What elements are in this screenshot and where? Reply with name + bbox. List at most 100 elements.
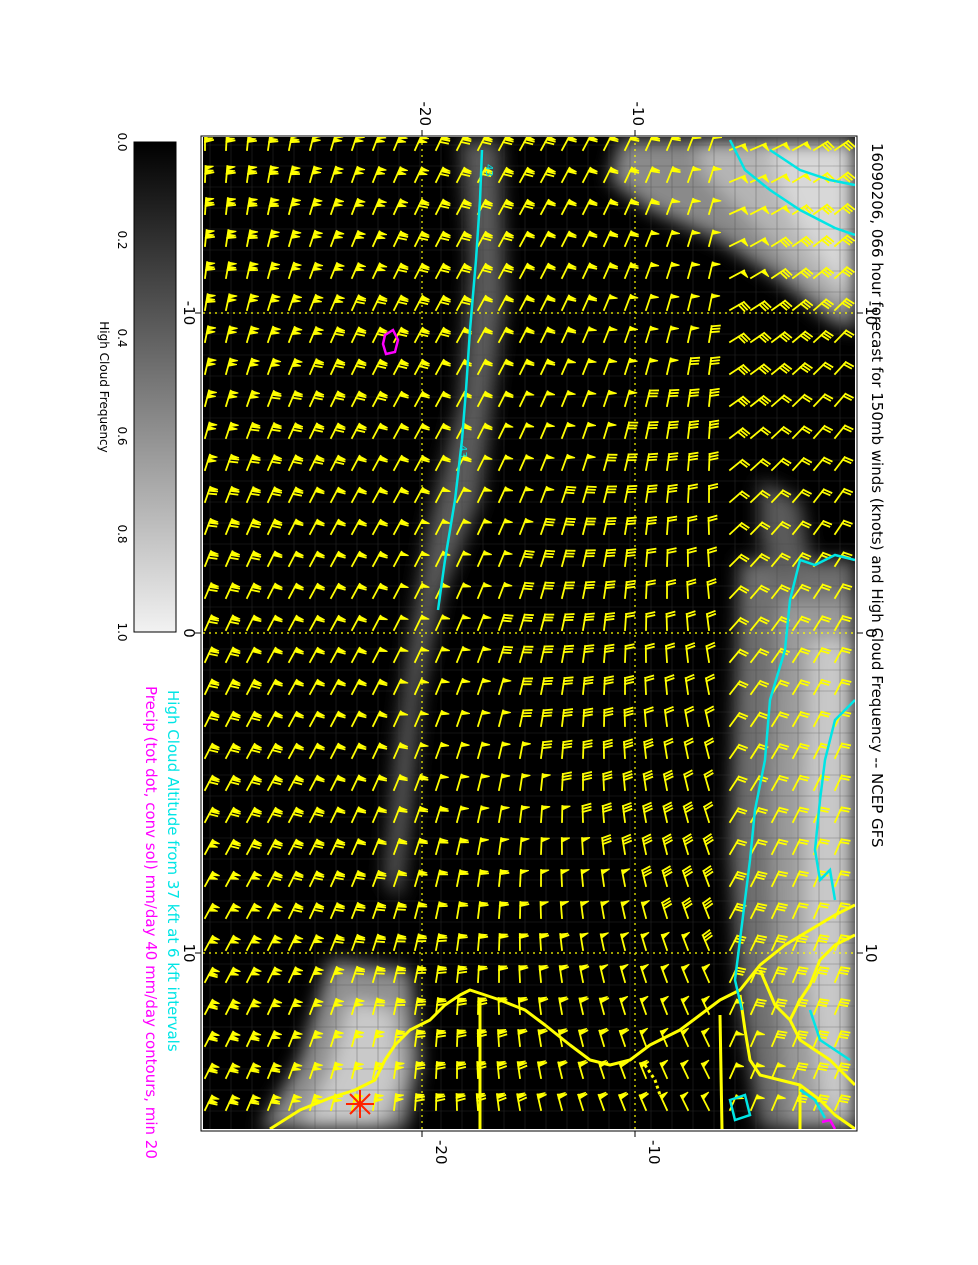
wind-barb xyxy=(203,774,220,792)
wind-barb xyxy=(371,614,388,632)
wind-barb xyxy=(266,614,283,632)
wind-barb xyxy=(812,361,834,376)
wind-barb xyxy=(644,674,655,695)
wind-barb xyxy=(812,615,832,632)
wind-barb xyxy=(620,900,630,920)
wind-barb xyxy=(581,357,597,376)
wind-barb xyxy=(308,326,324,344)
wind-barb xyxy=(308,1029,324,1048)
wind-barb xyxy=(266,261,281,280)
wind-barb xyxy=(663,705,675,728)
wind-barb xyxy=(350,486,367,504)
wind-barb xyxy=(476,582,492,600)
wind-barb xyxy=(833,806,851,824)
wind-barb xyxy=(681,897,693,920)
wind-barb xyxy=(266,389,282,408)
wind-barb xyxy=(833,455,854,472)
wind-barb xyxy=(749,489,771,504)
wind-barb xyxy=(329,870,346,888)
wind-barb xyxy=(371,582,388,600)
wind-barb xyxy=(728,870,747,888)
wind-barb xyxy=(329,902,345,920)
wind-barb xyxy=(833,678,852,696)
wind-barb xyxy=(665,578,677,599)
wind-barb xyxy=(707,261,721,280)
wind-barb xyxy=(308,422,325,440)
wind-barb xyxy=(791,615,811,632)
wind-barb xyxy=(602,453,618,472)
wind-barb xyxy=(728,743,749,760)
wind-barb xyxy=(204,165,215,183)
wind-barb xyxy=(602,137,619,152)
wind-barb xyxy=(582,675,594,695)
wind-barb xyxy=(623,421,639,440)
wind-barb xyxy=(350,806,367,824)
wind-barb xyxy=(644,293,659,312)
wind-barb xyxy=(413,486,430,504)
wind-barb xyxy=(749,998,767,1016)
wind-barb xyxy=(665,137,681,152)
wind-barb xyxy=(728,585,750,600)
wind-barb xyxy=(413,166,430,184)
wind-barb xyxy=(350,614,367,632)
wind-barb xyxy=(728,206,749,216)
wind-barb xyxy=(645,547,657,567)
wind-barb xyxy=(581,802,592,823)
wind-barb xyxy=(476,773,490,792)
wind-barb xyxy=(371,933,386,952)
wind-barb xyxy=(680,963,690,984)
wind-barb xyxy=(560,358,576,376)
wind-barb xyxy=(662,801,674,824)
wind-barb xyxy=(644,229,660,248)
wind-barb xyxy=(702,801,714,824)
wind-barb xyxy=(602,485,618,504)
wind-barb xyxy=(392,1093,405,1112)
wind-barb xyxy=(371,806,387,824)
wind-barb xyxy=(224,518,240,536)
wind-barb xyxy=(598,995,610,1016)
wind-barb xyxy=(770,173,791,184)
wind-barb xyxy=(684,705,695,728)
wind-barb xyxy=(371,518,388,536)
wind-barb xyxy=(770,394,793,408)
wind-barb xyxy=(728,553,750,568)
wind-barb xyxy=(413,358,430,376)
wind-barb xyxy=(287,261,302,280)
wind-barb xyxy=(536,1092,547,1112)
wind-barb xyxy=(497,358,514,376)
wind-barb xyxy=(661,865,673,888)
wind-barb xyxy=(581,326,597,344)
wind-barb xyxy=(203,1062,220,1080)
wind-barb xyxy=(536,1060,548,1080)
wind-barb xyxy=(516,1060,528,1080)
wind-barb xyxy=(833,266,855,280)
wind-barb xyxy=(749,300,772,312)
wind-barb xyxy=(203,966,220,984)
wind-barb xyxy=(539,740,553,760)
wind-barb xyxy=(518,486,534,504)
wind-barb xyxy=(602,262,618,280)
wind-barb xyxy=(557,1060,568,1080)
wind-barb xyxy=(329,294,345,312)
wind-barb xyxy=(455,837,469,856)
wind-barb xyxy=(560,294,577,312)
wind-barb xyxy=(266,1093,282,1112)
wind-barb xyxy=(245,934,262,952)
wind-barb xyxy=(476,901,489,920)
wind-barb xyxy=(329,614,346,632)
wind-barb xyxy=(708,419,720,439)
wind-barb xyxy=(329,229,345,248)
wind-barb xyxy=(833,329,855,344)
wind-barb xyxy=(266,582,283,600)
wind-barb xyxy=(266,550,283,568)
wind-barb xyxy=(812,140,835,152)
wind-barb xyxy=(602,294,618,312)
wind-barb xyxy=(517,1028,528,1047)
wind-barb xyxy=(498,901,510,919)
wind-barb xyxy=(329,838,346,856)
wind-barb xyxy=(664,642,676,663)
wind-barb xyxy=(705,609,717,632)
wind-barb xyxy=(476,262,493,280)
wind-barb xyxy=(413,869,428,888)
wind-barb xyxy=(392,742,408,760)
